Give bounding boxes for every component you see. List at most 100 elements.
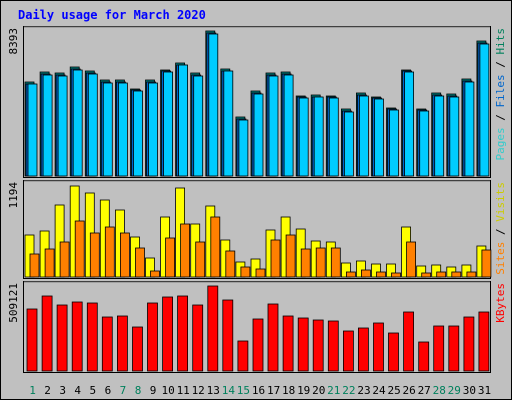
x-tick-label-day-26: 26 bbox=[402, 384, 415, 397]
bar-kbytes-kbytes-day-19 bbox=[297, 317, 309, 372]
bar-visits-sites-day-9 bbox=[150, 270, 160, 278]
bar-visits-visits-day-30 bbox=[461, 264, 472, 278]
panel-traffic-max-label: 8393 bbox=[7, 28, 20, 55]
bar-traffic-pages-day-31 bbox=[479, 43, 490, 177]
x-tick-label-day-6: 6 bbox=[105, 384, 112, 397]
bar-traffic-pages-day-9 bbox=[148, 82, 158, 177]
bar-visits-sites-day-24 bbox=[376, 271, 386, 278]
legend-visits: Visits bbox=[494, 182, 507, 222]
x-tick-label-day-2: 2 bbox=[44, 384, 51, 397]
bar-traffic-pages-day-10 bbox=[163, 71, 174, 177]
bar-kbytes-kbytes-day-20 bbox=[312, 319, 324, 372]
bar-visits-sites-day-14 bbox=[225, 250, 236, 278]
bar-traffic-pages-day-12 bbox=[193, 75, 204, 177]
x-tick-label-day-14: 14 bbox=[222, 384, 236, 397]
bar-kbytes-kbytes-day-14 bbox=[222, 299, 234, 372]
x-tick-label-day-29: 29 bbox=[448, 384, 461, 397]
bar-visits-visits-day-3 bbox=[54, 204, 65, 278]
bar-visits-sites-day-2 bbox=[44, 248, 55, 278]
bar-visits-sites-day-13 bbox=[210, 216, 221, 278]
bar-traffic-pages-day-2 bbox=[42, 74, 53, 177]
bar-visits-sites-day-16 bbox=[255, 268, 266, 278]
x-tick-label-day-11: 11 bbox=[177, 384, 190, 397]
bar-traffic-pages-day-14 bbox=[223, 70, 234, 177]
bar-kbytes-kbytes-day-8 bbox=[132, 326, 143, 372]
bar-kbytes-kbytes-day-13 bbox=[207, 285, 219, 372]
x-tick-label-day-7: 7 bbox=[120, 384, 127, 397]
bar-kbytes-kbytes-day-12 bbox=[192, 304, 204, 372]
legend-separator: / bbox=[494, 55, 507, 75]
x-tick-label-day-18: 18 bbox=[282, 384, 295, 397]
bar-visits-sites-day-5 bbox=[89, 232, 100, 278]
bar-visits-sites-day-19 bbox=[300, 248, 311, 278]
x-tick-label-day-22: 22 bbox=[342, 384, 355, 397]
panel-kbytes: 509121 KBytes bbox=[7, 281, 507, 373]
bar-visits-visits-day-24 bbox=[371, 263, 381, 278]
panel-traffic: 8393 Pages / Files / Hits bbox=[7, 26, 507, 178]
bar-kbytes-kbytes-day-4 bbox=[71, 301, 83, 372]
bar-visits-sites-day-29 bbox=[451, 271, 462, 278]
bar-traffic-pages-day-16 bbox=[253, 93, 264, 177]
bar-traffic-pages-day-5 bbox=[87, 73, 98, 177]
bar-kbytes-kbytes-day-3 bbox=[56, 304, 68, 372]
x-tick-label-day-28: 28 bbox=[433, 384, 446, 397]
bar-visits-sites-day-6 bbox=[104, 226, 115, 278]
bar-visits-sites-day-30 bbox=[466, 271, 477, 278]
bar-visits-visits-day-22 bbox=[340, 262, 351, 278]
bar-visits-sites-day-11 bbox=[180, 223, 191, 278]
x-tick-label-day-20: 20 bbox=[312, 384, 325, 397]
bar-visits-sites-day-7 bbox=[120, 232, 130, 278]
bar-traffic-pages-day-1 bbox=[27, 83, 38, 177]
bar-traffic-pages-day-30 bbox=[464, 81, 475, 177]
bar-traffic-pages-day-21 bbox=[328, 97, 339, 177]
bar-kbytes-kbytes-day-30 bbox=[463, 316, 475, 372]
bar-kbytes-kbytes-day-23 bbox=[357, 327, 369, 372]
bar-visits-sites-day-12 bbox=[195, 241, 206, 278]
bar-traffic-pages-day-3 bbox=[57, 75, 68, 177]
x-tick-label-day-21: 21 bbox=[327, 384, 340, 397]
bar-visits-sites-day-27 bbox=[421, 272, 432, 278]
chart-title: Daily usage for March 2020 bbox=[18, 8, 206, 22]
panel-visits-legend: Sites / Visits bbox=[494, 182, 507, 275]
bar-traffic-pages-day-26 bbox=[404, 71, 415, 177]
bar-kbytes-kbytes-day-25 bbox=[388, 332, 399, 372]
bar-visits-sites-day-18 bbox=[285, 234, 296, 278]
legend-pages: Pages bbox=[494, 127, 507, 160]
panel-visits-max-label: 1194 bbox=[7, 182, 20, 209]
legend-kbytes: KBytes bbox=[494, 283, 507, 323]
bar-kbytes-kbytes-day-5 bbox=[86, 302, 98, 372]
bar-traffic-pages-day-27 bbox=[419, 110, 430, 177]
x-tick-label-day-3: 3 bbox=[59, 384, 66, 397]
bar-traffic-pages-day-24 bbox=[374, 98, 384, 177]
bar-kbytes-kbytes-day-28 bbox=[433, 325, 445, 372]
bar-kbytes-kbytes-day-7 bbox=[117, 315, 128, 372]
bar-traffic-pages-day-29 bbox=[449, 96, 460, 177]
bar-visits-visits-day-28 bbox=[431, 264, 442, 278]
legend-files: Files bbox=[494, 74, 507, 107]
panel-kbytes-legend: KBytes bbox=[494, 283, 507, 323]
bar-traffic-pages-day-13 bbox=[208, 33, 219, 177]
bar-kbytes-kbytes-day-21 bbox=[327, 320, 339, 372]
x-tick-label-day-25: 25 bbox=[387, 384, 400, 397]
x-tick-label-day-13: 13 bbox=[207, 384, 220, 397]
bar-visits-visits-day-25 bbox=[386, 263, 396, 278]
bar-kbytes-kbytes-day-18 bbox=[282, 315, 294, 372]
bar-visits-visits-day-27 bbox=[416, 265, 427, 278]
bar-traffic-pages-day-18 bbox=[283, 74, 294, 177]
x-tick-label-day-31: 31 bbox=[478, 384, 491, 397]
bar-traffic-pages-day-11 bbox=[178, 64, 189, 177]
x-tick-label-day-10: 10 bbox=[161, 384, 174, 397]
bar-kbytes-kbytes-day-27 bbox=[418, 341, 430, 372]
x-tick-label-day-5: 5 bbox=[89, 384, 96, 397]
bar-visits-sites-day-26 bbox=[406, 241, 417, 278]
chart-panels: 8393 Pages / Files / Hits 1194 Sites / Visi… bbox=[7, 26, 507, 373]
bar-visits-sites-day-8 bbox=[135, 247, 145, 278]
bar-kbytes-kbytes-day-15 bbox=[237, 340, 249, 372]
bar-traffic-pages-day-20 bbox=[313, 96, 324, 177]
bar-visits-sites-day-4 bbox=[74, 220, 85, 278]
bar-kbytes-kbytes-day-24 bbox=[373, 322, 384, 372]
bar-kbytes-kbytes-day-10 bbox=[162, 296, 174, 372]
bar-traffic-pages-day-15 bbox=[238, 119, 249, 177]
legend-hits: Hits bbox=[494, 28, 507, 55]
bar-visits-sites-day-25 bbox=[391, 272, 401, 278]
